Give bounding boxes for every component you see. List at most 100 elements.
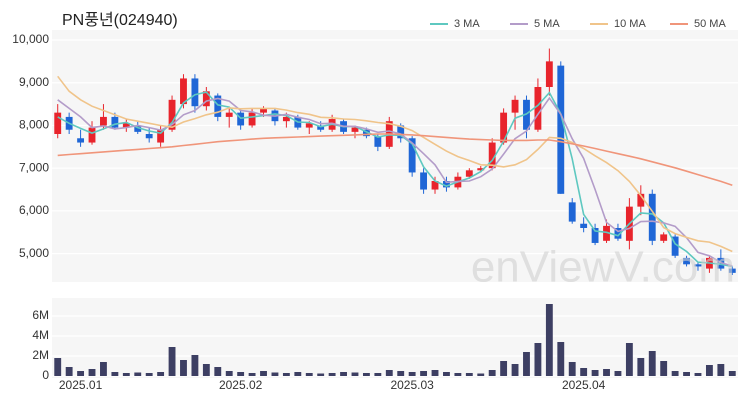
- volume-bar: [465, 373, 473, 376]
- volume-bar: [443, 372, 450, 376]
- legend-label: 50 MA: [694, 18, 726, 30]
- volume-bar: [317, 373, 325, 376]
- volume-bar: [500, 361, 508, 376]
- volume-bar: [683, 372, 690, 376]
- candle-body: [317, 125, 325, 130]
- volume-bar: [111, 372, 119, 376]
- ma-line: [57, 75, 733, 253]
- candle-body: [88, 127, 96, 143]
- candle-body: [648, 193, 656, 241]
- candle-body: [397, 125, 405, 139]
- volume-bar: [705, 365, 713, 376]
- volume-bar: [237, 372, 245, 376]
- volume-bar: [88, 369, 96, 376]
- x-tick-label: 2025.02: [219, 378, 263, 392]
- candle-body: [122, 123, 130, 128]
- legend-label: 3 MA: [454, 18, 480, 30]
- candle-body: [54, 112, 62, 134]
- volume-bar: [671, 371, 679, 376]
- volume-bar: [157, 372, 165, 376]
- marks: [54, 48, 736, 376]
- volume-bar: [557, 342, 565, 376]
- x-tick-label: 2025.01: [59, 378, 103, 392]
- candle-body: [557, 65, 565, 194]
- volume-bar: [248, 373, 256, 376]
- candle-body: [580, 223, 588, 228]
- y-tick-label: 7,000: [19, 160, 49, 174]
- candle-body: [362, 129, 370, 137]
- volume-bar: [648, 351, 656, 376]
- y-tick-label: 6M: [32, 308, 49, 322]
- y-tick-label: 2M: [32, 348, 49, 362]
- volume-bar: [420, 371, 428, 376]
- volume-bar: [340, 372, 347, 376]
- candle-body: [568, 202, 576, 222]
- grid: [52, 39, 738, 377]
- candle-body: [134, 125, 142, 132]
- candle-body: [545, 61, 553, 87]
- volume-panel: [52, 298, 738, 378]
- candle-body: [511, 99, 519, 113]
- candle-body: [305, 123, 313, 128]
- candle-body: [465, 170, 473, 177]
- chart-title: PN풍년(024940): [62, 11, 178, 29]
- candle-body: [157, 129, 165, 143]
- candle-body: [523, 99, 530, 130]
- volume-bar: [545, 304, 553, 376]
- y-tick-label: 5,000: [19, 246, 49, 260]
- volume-bar: [100, 362, 107, 376]
- volume-bar: [625, 343, 633, 376]
- candle-body: [145, 134, 153, 139]
- candle-body: [248, 112, 256, 126]
- volume-bar: [591, 370, 599, 376]
- candle-body: [694, 264, 702, 267]
- candle-body: [168, 99, 176, 130]
- candle-body: [614, 228, 622, 239]
- volume-bar: [614, 371, 622, 376]
- candle-body: [591, 228, 599, 243]
- y-tick-label: 10,000: [12, 32, 49, 46]
- volume-bar: [717, 364, 725, 376]
- candle-body: [488, 142, 496, 169]
- legend-label: 10 MA: [614, 18, 646, 30]
- volume-bar: [282, 373, 290, 376]
- candle-body: [500, 112, 508, 143]
- price-panel: [52, 30, 738, 282]
- volume-bar: [385, 370, 393, 376]
- candle-body: [671, 236, 679, 256]
- volume-bar: [694, 373, 702, 376]
- volume-bar: [408, 372, 416, 376]
- legend-label: 5 MA: [534, 18, 560, 30]
- volume-bar: [397, 371, 405, 376]
- volume-bar: [54, 358, 62, 376]
- volume-bar: [271, 372, 279, 376]
- volume-bar: [225, 371, 233, 376]
- y-tick-label: 0: [42, 368, 49, 382]
- x-tick-label: 2025.03: [390, 378, 434, 392]
- candle-body: [637, 193, 645, 207]
- candle-body: [111, 116, 119, 128]
- candle-body: [477, 168, 485, 171]
- volume-bar: [580, 368, 588, 376]
- candle-body: [225, 112, 233, 117]
- candle-body: [202, 91, 210, 107]
- volume-bar: [65, 367, 73, 376]
- volume-bar: [603, 369, 610, 376]
- candle-body: [214, 95, 222, 117]
- volume-bar: [374, 373, 382, 376]
- volume-bar: [568, 362, 576, 376]
- volume-bar: [351, 372, 359, 376]
- volume-bar: [328, 373, 336, 376]
- volume-bar: [431, 370, 439, 376]
- volume-bar: [260, 371, 267, 376]
- volume-bar: [660, 361, 668, 376]
- candle-body: [237, 112, 245, 126]
- candle-body: [408, 138, 416, 173]
- volume-bar: [523, 352, 530, 376]
- volume-bar: [488, 370, 496, 376]
- volume-bar: [168, 347, 176, 376]
- candle-body: [728, 268, 736, 273]
- watermark: enViewV.com: [471, 243, 735, 292]
- volume-bar: [362, 373, 370, 376]
